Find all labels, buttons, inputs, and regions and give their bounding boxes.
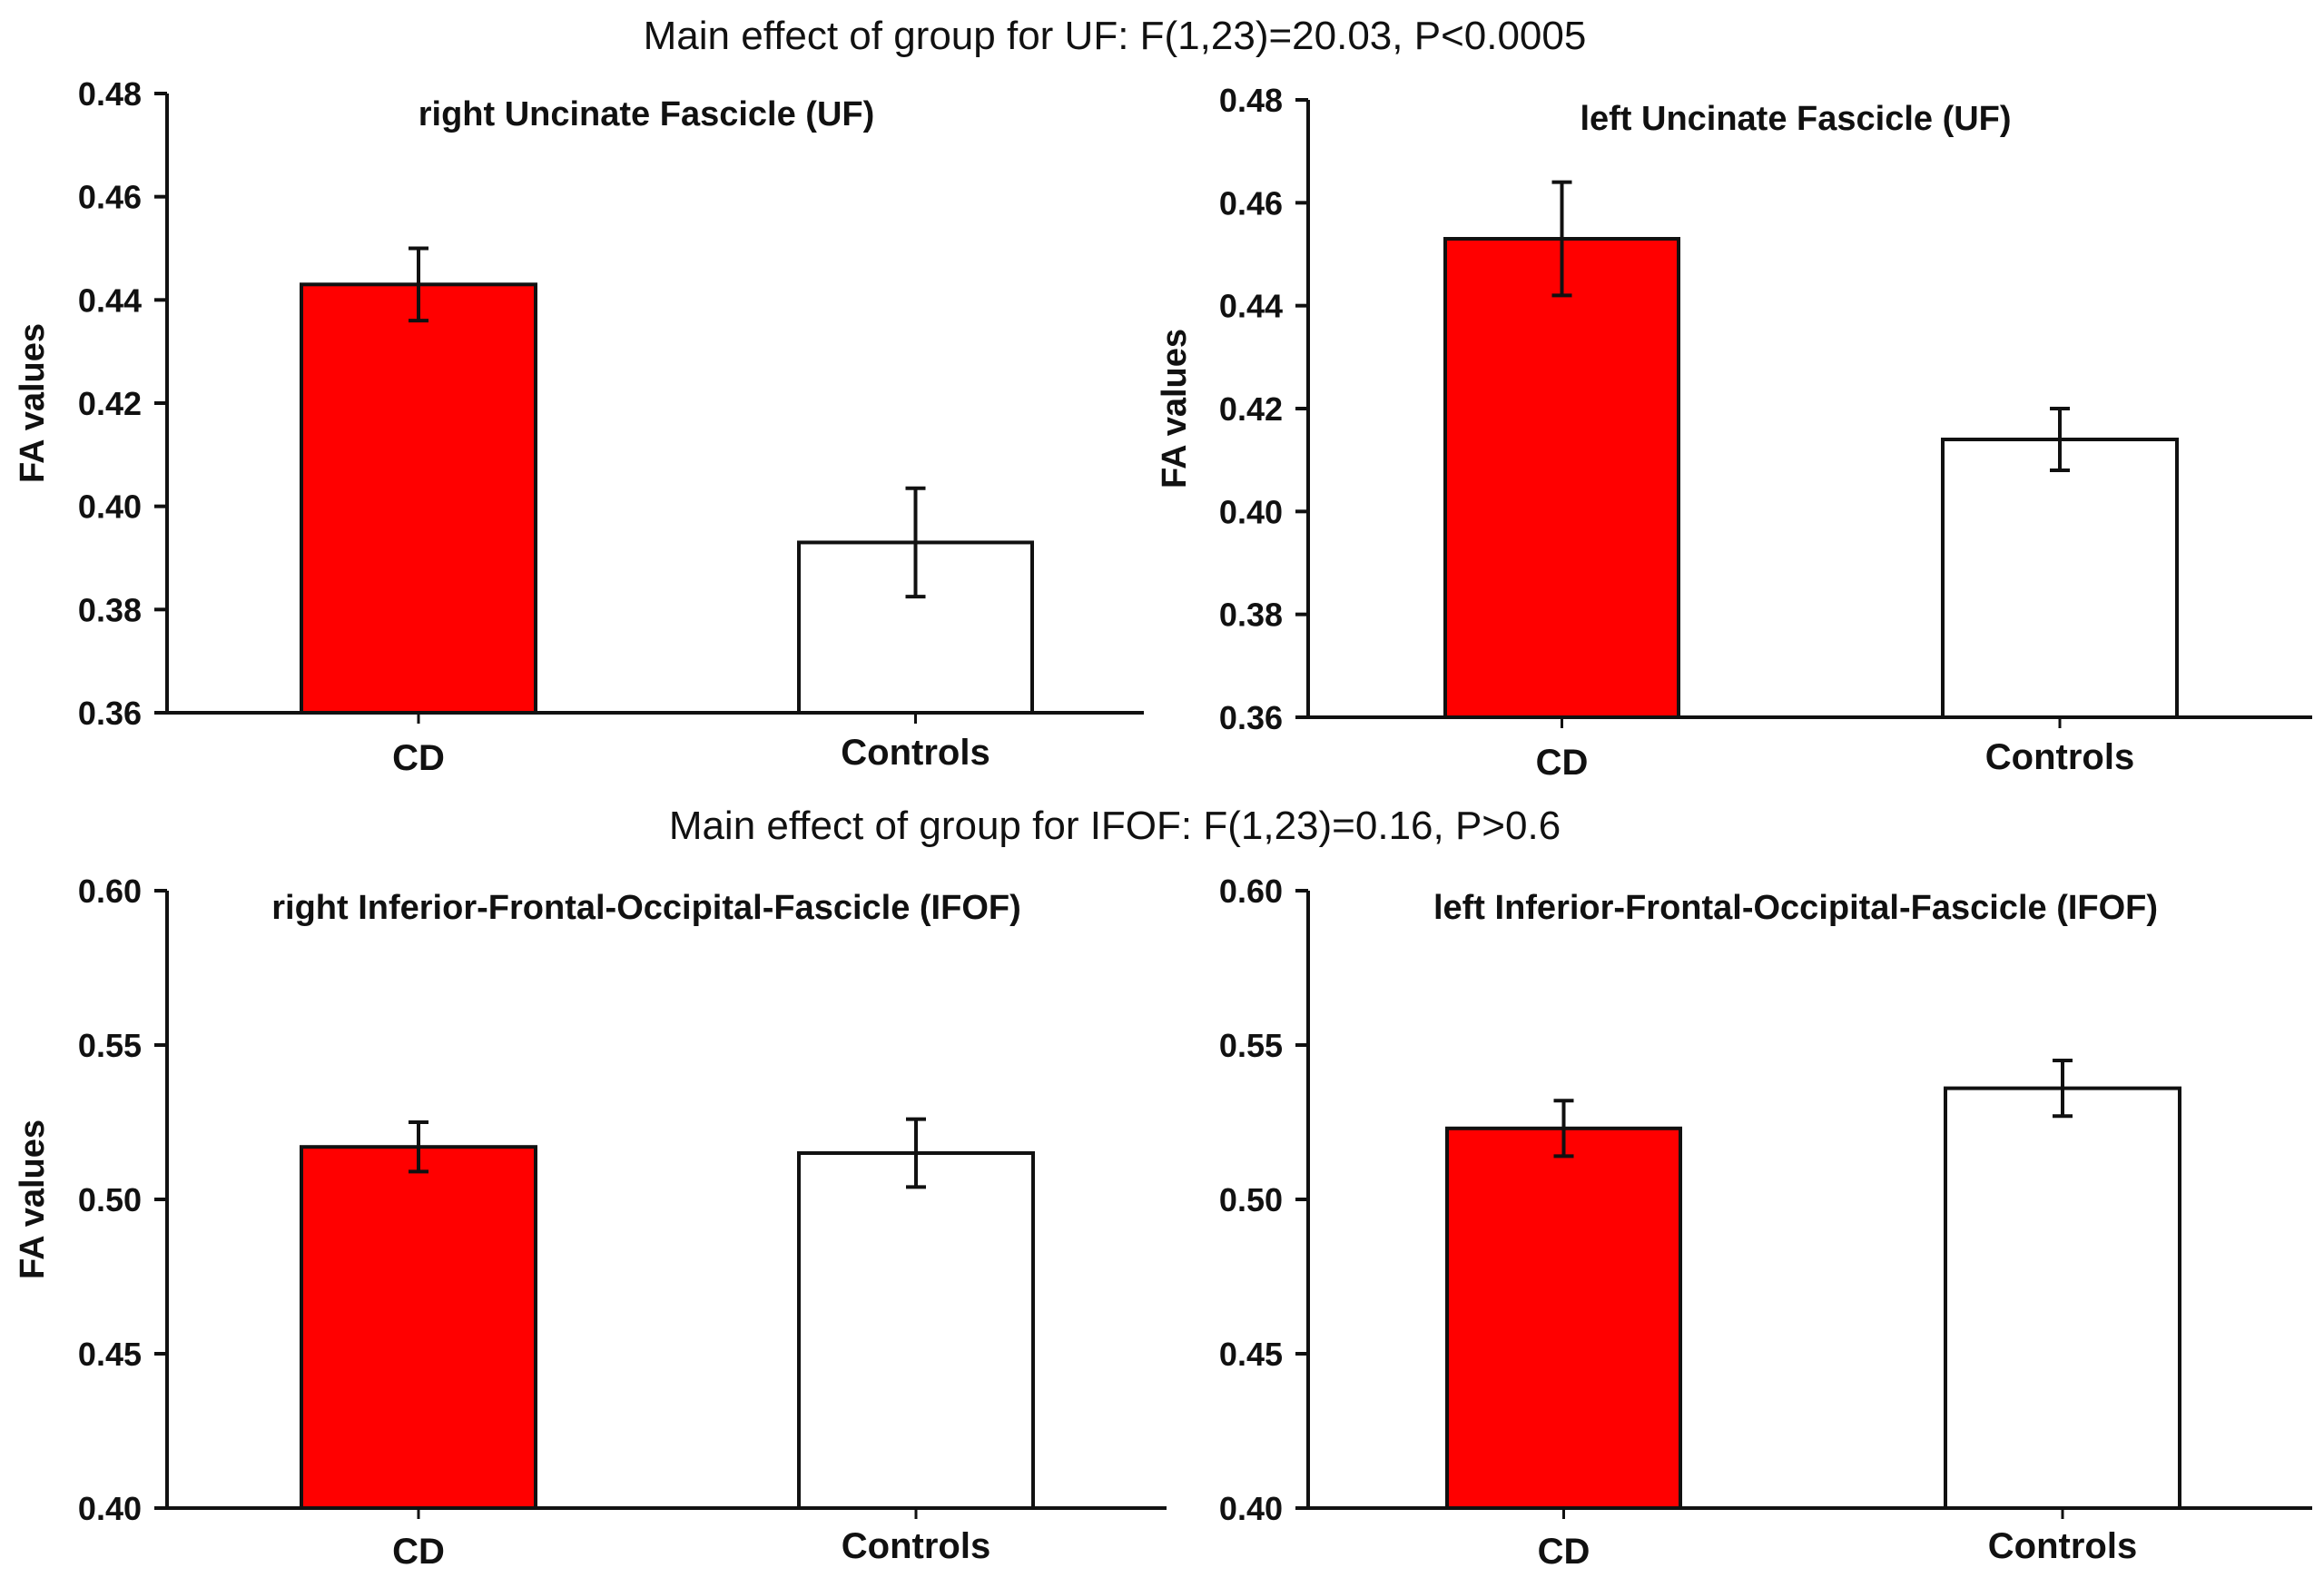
bar-cd <box>1443 237 1680 719</box>
y-tick-label: 0.36 <box>78 695 142 732</box>
bar-controls <box>797 1151 1035 1510</box>
y-tick-label: 0.48 <box>1219 82 1283 119</box>
category-label: Controls <box>842 1526 990 1566</box>
bar-cd <box>300 282 537 715</box>
y-tick-label: 0.45 <box>78 1336 142 1373</box>
category-label: CD <box>392 738 445 778</box>
y-tick-label: 0.60 <box>78 873 142 910</box>
y-tick-label: 0.45 <box>1219 1336 1283 1373</box>
chart-panel-2: left Uncinate Fascicle (UF) FA values CD Co… <box>1156 82 2312 783</box>
bar-cd <box>300 1145 537 1510</box>
category-label: Controls <box>1985 737 2134 777</box>
y-tick-label: 0.50 <box>1219 1181 1283 1218</box>
category-label: Controls <box>841 733 990 773</box>
y-tick-label: 0.44 <box>78 281 142 319</box>
category-label: CD <box>1538 1532 1590 1572</box>
y-tick-label: 0.42 <box>1219 390 1283 428</box>
category-label: Controls <box>1988 1526 2137 1566</box>
chart-panels: right Uncinate Fascicle (UF) FA values CD C… <box>14 75 2312 1572</box>
y-tick-label: 0.40 <box>78 488 142 526</box>
y-tick-label: 0.42 <box>78 385 142 422</box>
y-tick-label: 0.40 <box>1219 1490 1283 1527</box>
y-axis-label: FA values <box>1156 329 1194 488</box>
y-tick-label: 0.55 <box>78 1027 142 1064</box>
y-tick-label: 0.46 <box>78 179 142 216</box>
y-tick-label: 0.60 <box>1219 873 1283 910</box>
y-tick-label: 0.38 <box>78 591 142 628</box>
bar-controls <box>1944 1086 2181 1510</box>
y-axis-label: FA values <box>14 1119 52 1279</box>
uf-main-effect-heading: Main effect of group for UF: F(1,23)=20.… <box>644 14 1587 58</box>
chart-panel-4: left Inferior-Frontal-Occipital-Fascicle… <box>1219 873 2312 1572</box>
bar-controls <box>1941 438 2179 719</box>
y-tick-label: 0.40 <box>1219 493 1283 530</box>
panel-title: left Uncinate Fascicle (UF) <box>1580 100 2011 138</box>
y-tick-label: 0.48 <box>78 75 142 113</box>
y-axis-label: FA values <box>14 323 52 483</box>
panel-title: right Uncinate Fascicle (UF) <box>419 95 875 133</box>
ifof-main-effect-heading: Main effect of group for IFOF: F(1,23)=0… <box>669 804 1561 848</box>
y-tick-label: 0.36 <box>1219 699 1283 736</box>
y-tick-label: 0.40 <box>78 1490 142 1527</box>
y-tick-label: 0.55 <box>1219 1027 1283 1064</box>
y-tick-label: 0.50 <box>78 1181 142 1218</box>
category-label: CD <box>392 1532 445 1572</box>
panel-title: right Inferior-Frontal-Occipital-Fascicl… <box>271 889 1021 927</box>
chart-panel-3: right Inferior-Frontal-Occipital-Fascicl… <box>14 873 1167 1572</box>
panel-title: left Inferior-Frontal-Occipital-Fascicle… <box>1433 889 2158 927</box>
y-tick-label: 0.44 <box>1219 288 1283 325</box>
y-tick-label: 0.38 <box>1219 597 1283 634</box>
category-label: CD <box>1536 743 1589 783</box>
bar-cd <box>1445 1126 1682 1511</box>
y-tick-label: 0.46 <box>1219 184 1283 222</box>
chart-panel-1: right Uncinate Fascicle (UF) FA values CD C… <box>14 75 1144 778</box>
